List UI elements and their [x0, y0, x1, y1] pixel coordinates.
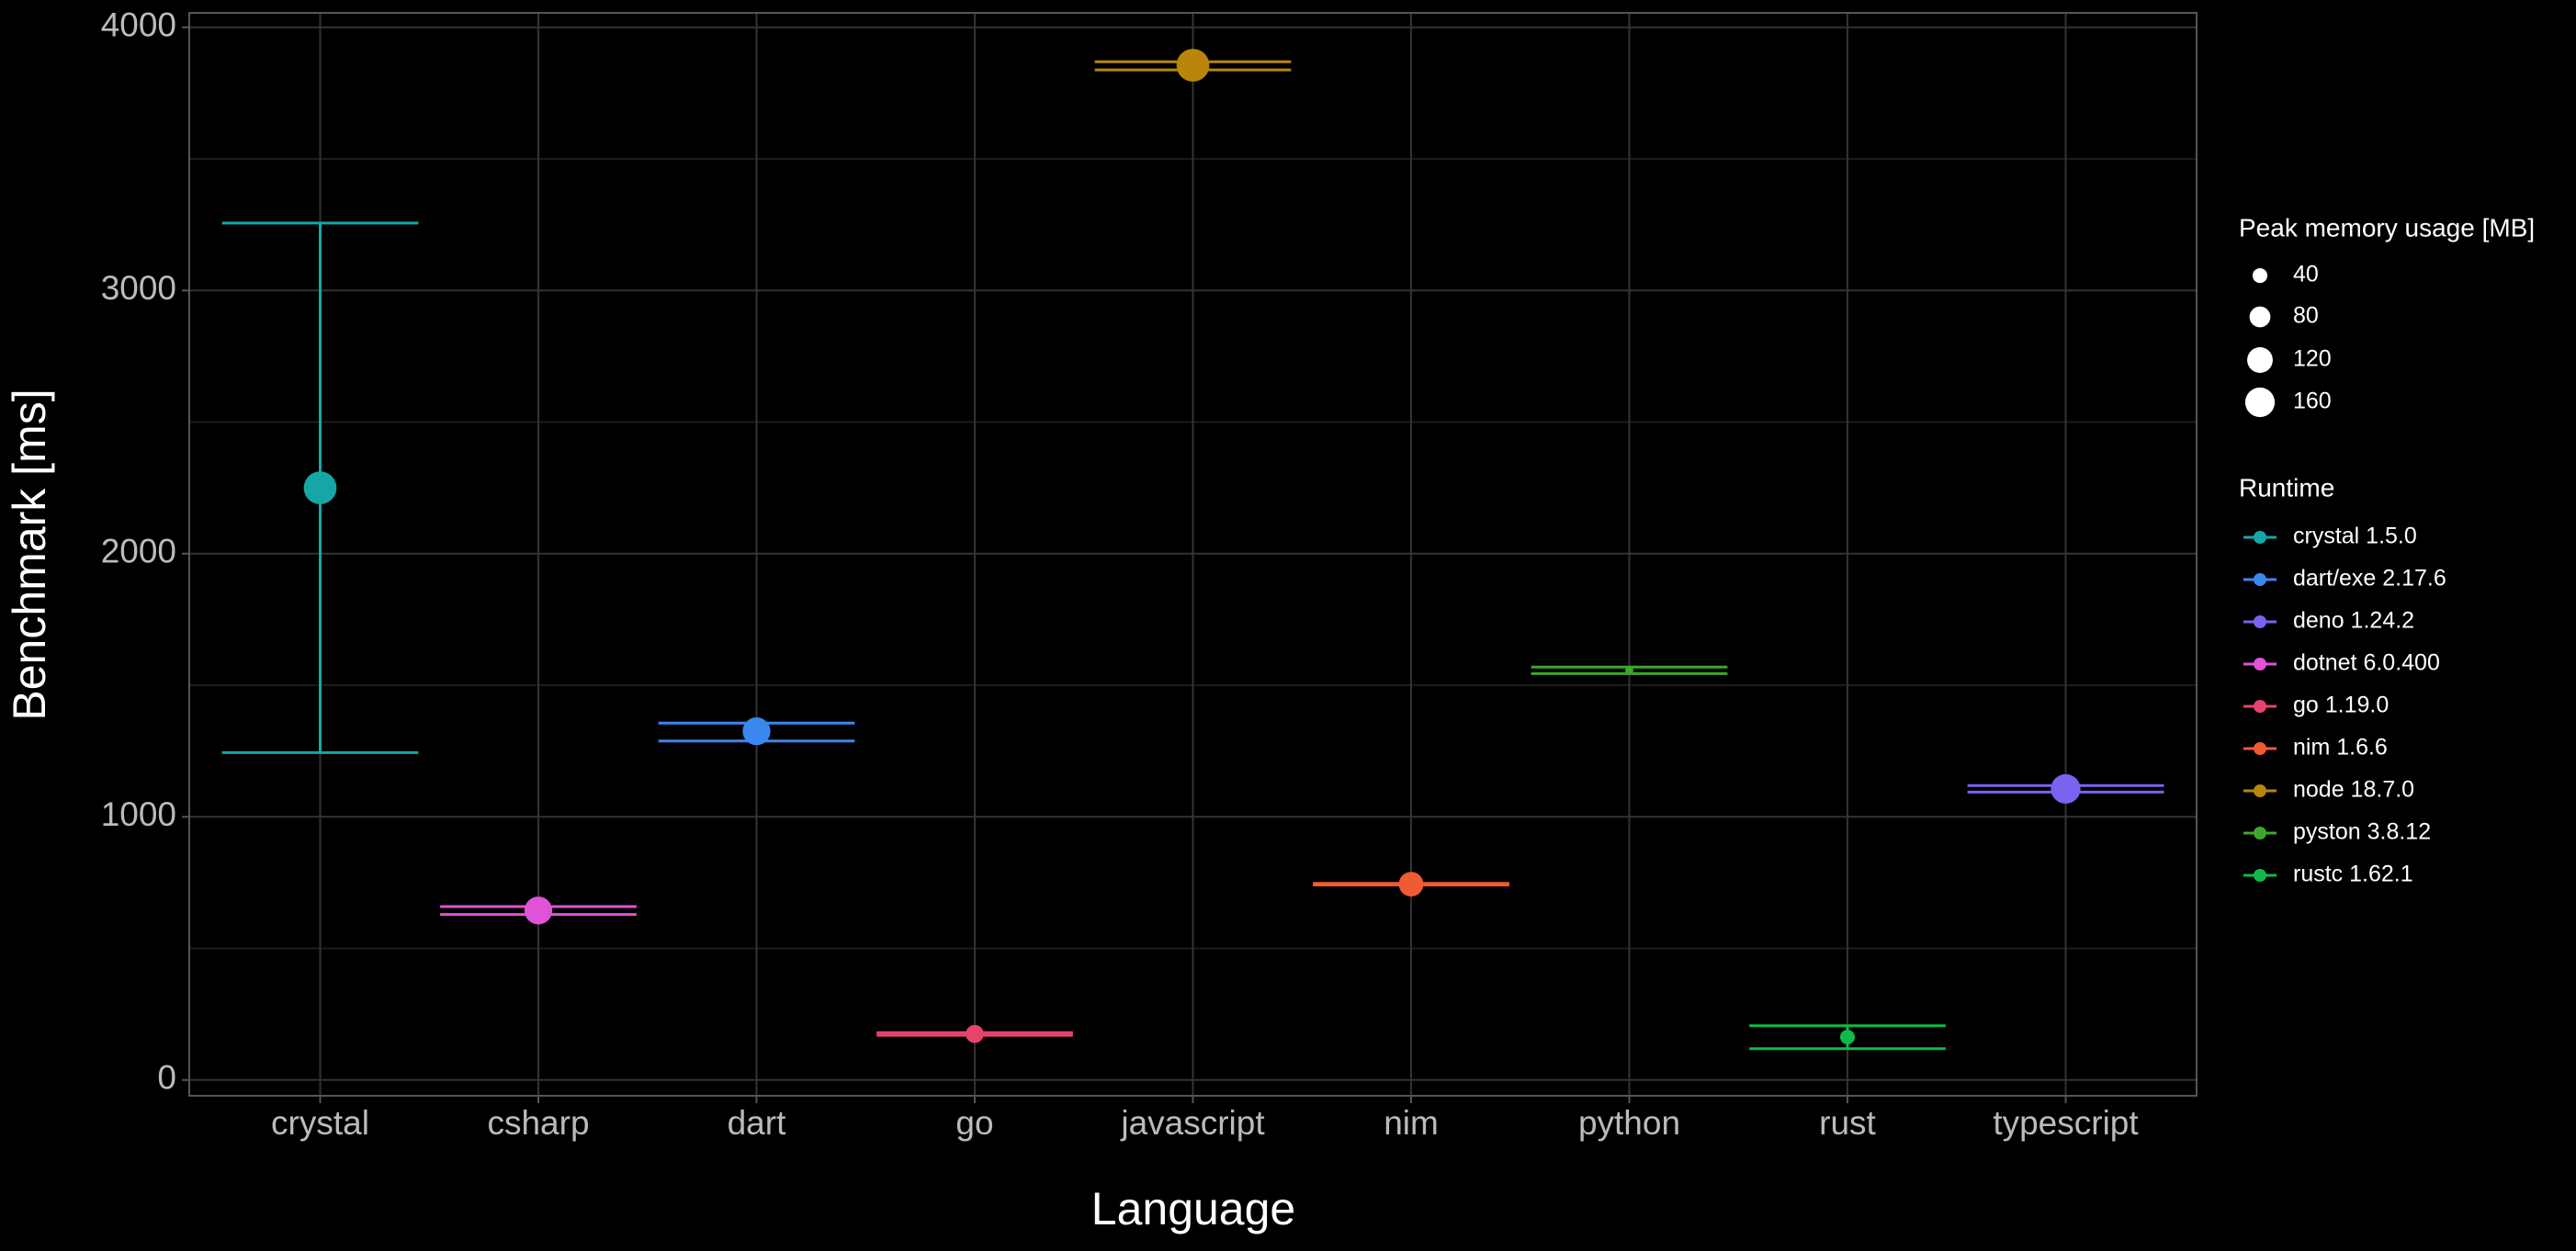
legend-dot	[2254, 531, 2266, 544]
legend-dot	[2254, 573, 2266, 586]
size-legend-title: Peak memory usage [MB]	[2239, 213, 2535, 242]
legend-dot	[2254, 658, 2266, 671]
legend-dot	[2254, 742, 2266, 755]
x-tick-label: dart	[728, 1104, 786, 1142]
point	[2051, 773, 2081, 805]
legend-label: node 18.7.0	[2293, 777, 2414, 803]
size-legend-dot	[2247, 347, 2273, 373]
size-legend-label: 40	[2293, 262, 2319, 287]
y-tick-label: 2000	[101, 533, 176, 570]
legend-label: rustc 1.62.1	[2293, 862, 2413, 887]
x-tick-label: nim	[1384, 1104, 1439, 1142]
size-legend-label: 80	[2293, 303, 2319, 329]
panel-border	[188, 12, 2198, 1097]
y-tick-label: 0	[157, 1059, 176, 1097]
x-axis-title: Language	[1091, 1183, 1295, 1234]
x-tick-label: typescript	[1993, 1104, 2139, 1142]
point	[1398, 872, 1424, 897]
legend-label: pyston 3.8.12	[2293, 819, 2431, 845]
y-tick-label: 1000	[101, 795, 176, 833]
size-legend-dot	[2252, 267, 2268, 284]
point	[1625, 666, 1633, 675]
size-legend-label: 120	[2293, 346, 2332, 372]
legend-dot	[2254, 784, 2266, 797]
legend-dot	[2254, 700, 2266, 713]
x-tick-label: crystal	[271, 1104, 369, 1142]
point	[966, 1024, 984, 1043]
size-legend-label: 160	[2293, 389, 2332, 414]
point	[1176, 49, 1210, 82]
point	[524, 896, 553, 925]
x-tick-label: javascript	[1120, 1104, 1265, 1142]
x-tick-label: go	[955, 1104, 993, 1142]
x-tick-label: rust	[1819, 1104, 1876, 1142]
legend-label: crystal 1.5.0	[2293, 524, 2417, 549]
legend-label: deno 1.24.2	[2293, 608, 2414, 634]
legend-label: nim 1.6.6	[2293, 735, 2388, 761]
size-legend-dot	[2244, 387, 2276, 418]
legend-label: dart/exe 2.17.6	[2293, 566, 2446, 592]
size-legend-dot	[2249, 306, 2271, 328]
legend-dot	[2254, 827, 2266, 840]
point	[1839, 1030, 1856, 1045]
x-tick-label: csharp	[487, 1104, 589, 1142]
legend-dot	[2254, 869, 2266, 882]
y-tick-label: 3000	[101, 269, 176, 307]
y-axis-title: Benchmark [ms]	[4, 389, 55, 720]
legend-label: go 1.19.0	[2293, 693, 2389, 718]
legend-dot	[2254, 615, 2266, 628]
y-tick-label: 4000	[101, 6, 176, 44]
color-legend-title: Runtime	[2239, 473, 2334, 502]
point	[742, 717, 771, 746]
point	[303, 471, 337, 505]
legend-label: dotnet 6.0.400	[2293, 650, 2440, 676]
x-tick-label: python	[1578, 1104, 1680, 1142]
